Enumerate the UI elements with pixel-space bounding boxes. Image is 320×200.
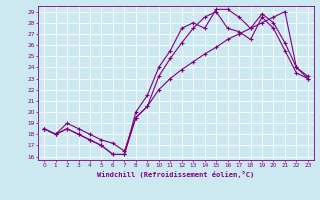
X-axis label: Windchill (Refroidissement éolien,°C): Windchill (Refroidissement éolien,°C) [97,171,255,178]
